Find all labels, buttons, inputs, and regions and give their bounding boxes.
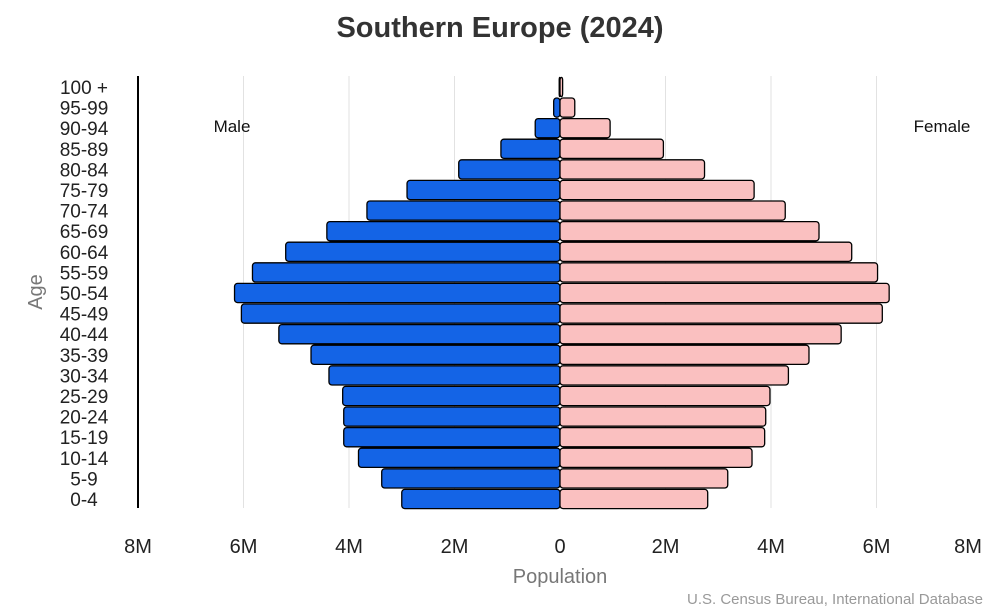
age-label: 40-44 bbox=[60, 325, 109, 346]
x-tick-label: 8M bbox=[124, 536, 152, 558]
female-bar bbox=[559, 241, 853, 263]
x-tick-labels: 8M 6M 4M 2M 0 2M 4M 6M 8M bbox=[124, 536, 982, 558]
male-bar bbox=[553, 97, 561, 118]
female-bar bbox=[559, 488, 709, 510]
male-bar bbox=[343, 406, 561, 427]
female-bar bbox=[559, 262, 879, 283]
male-bar bbox=[342, 385, 561, 407]
x-tick-label: 6M bbox=[863, 536, 891, 558]
female-bar bbox=[559, 406, 767, 427]
x-tick-label: 2M bbox=[441, 536, 469, 558]
age-label: 55-59 bbox=[60, 263, 109, 284]
age-label: 5-9 bbox=[70, 469, 97, 490]
age-label: 20-24 bbox=[60, 408, 109, 429]
male-bar bbox=[240, 303, 561, 324]
male-bar bbox=[381, 468, 561, 489]
age-label: 35-39 bbox=[60, 346, 109, 367]
female-bar bbox=[559, 303, 883, 324]
female-bar bbox=[559, 344, 810, 366]
age-label: 15-19 bbox=[60, 428, 109, 449]
age-label: 60-64 bbox=[60, 243, 109, 264]
age-label: 80-84 bbox=[60, 160, 109, 181]
male-bar bbox=[285, 241, 561, 263]
male-bar bbox=[401, 488, 561, 510]
age-label: 90-94 bbox=[60, 119, 109, 140]
male-bar bbox=[251, 262, 561, 283]
x-tick-label: 4M bbox=[757, 536, 785, 558]
age-label: 30-34 bbox=[60, 366, 109, 387]
male-label: Male bbox=[214, 117, 251, 136]
male-bar bbox=[328, 365, 561, 386]
x-tick-label: 2M bbox=[652, 536, 680, 558]
female-bar bbox=[559, 426, 766, 448]
female-bar bbox=[559, 138, 665, 160]
male-bar bbox=[233, 282, 561, 304]
female-bar bbox=[559, 97, 576, 118]
age-label: 85-89 bbox=[60, 140, 109, 161]
female-bar bbox=[559, 447, 753, 469]
male-bar bbox=[357, 447, 561, 469]
age-label: 10-14 bbox=[60, 449, 109, 470]
age-label: 100 + bbox=[60, 78, 108, 99]
female-label: Female bbox=[914, 117, 971, 136]
female-bar bbox=[559, 468, 729, 489]
age-label: 50-54 bbox=[60, 284, 109, 305]
x-tick-label: 4M bbox=[335, 536, 363, 558]
male-bar bbox=[534, 117, 561, 139]
age-label: 65-69 bbox=[60, 222, 109, 243]
age-label: 45-49 bbox=[60, 305, 109, 326]
bars bbox=[233, 76, 890, 510]
x-axis-title: Population bbox=[513, 566, 608, 588]
female-bar bbox=[559, 200, 786, 221]
y-axis-title: Age bbox=[25, 274, 47, 310]
x-tick-label: 0 bbox=[554, 536, 565, 558]
male-bar bbox=[458, 159, 561, 180]
male-bar bbox=[326, 220, 561, 242]
male-bar bbox=[366, 200, 561, 221]
age-label: 25-29 bbox=[60, 387, 109, 408]
age-label: 70-74 bbox=[60, 202, 109, 223]
chart-title: Southern Europe (2024) bbox=[336, 12, 664, 44]
age-label: 75-79 bbox=[60, 181, 109, 202]
source-credit: U.S. Census Bureau, International Databa… bbox=[687, 591, 983, 608]
female-bar bbox=[559, 76, 564, 98]
male-bar bbox=[500, 138, 561, 160]
age-label: 95-99 bbox=[60, 99, 109, 120]
female-bar bbox=[559, 159, 706, 180]
x-tick-label: 8M bbox=[954, 536, 982, 558]
age-labels: 100 +95-9990-9485-8980-8475-7970-7465-69… bbox=[60, 78, 109, 511]
male-bar bbox=[278, 323, 561, 345]
female-bar bbox=[559, 385, 771, 407]
female-bar bbox=[559, 282, 890, 304]
female-bar bbox=[559, 365, 790, 386]
male-bar bbox=[310, 344, 561, 366]
x-tick-label: 6M bbox=[230, 536, 258, 558]
female-bar bbox=[559, 117, 611, 139]
female-bar bbox=[559, 220, 820, 242]
age-label: 0-4 bbox=[70, 490, 98, 511]
male-bar bbox=[343, 426, 561, 448]
female-bar bbox=[559, 323, 842, 345]
male-bar bbox=[406, 179, 561, 201]
female-bar bbox=[559, 179, 755, 201]
